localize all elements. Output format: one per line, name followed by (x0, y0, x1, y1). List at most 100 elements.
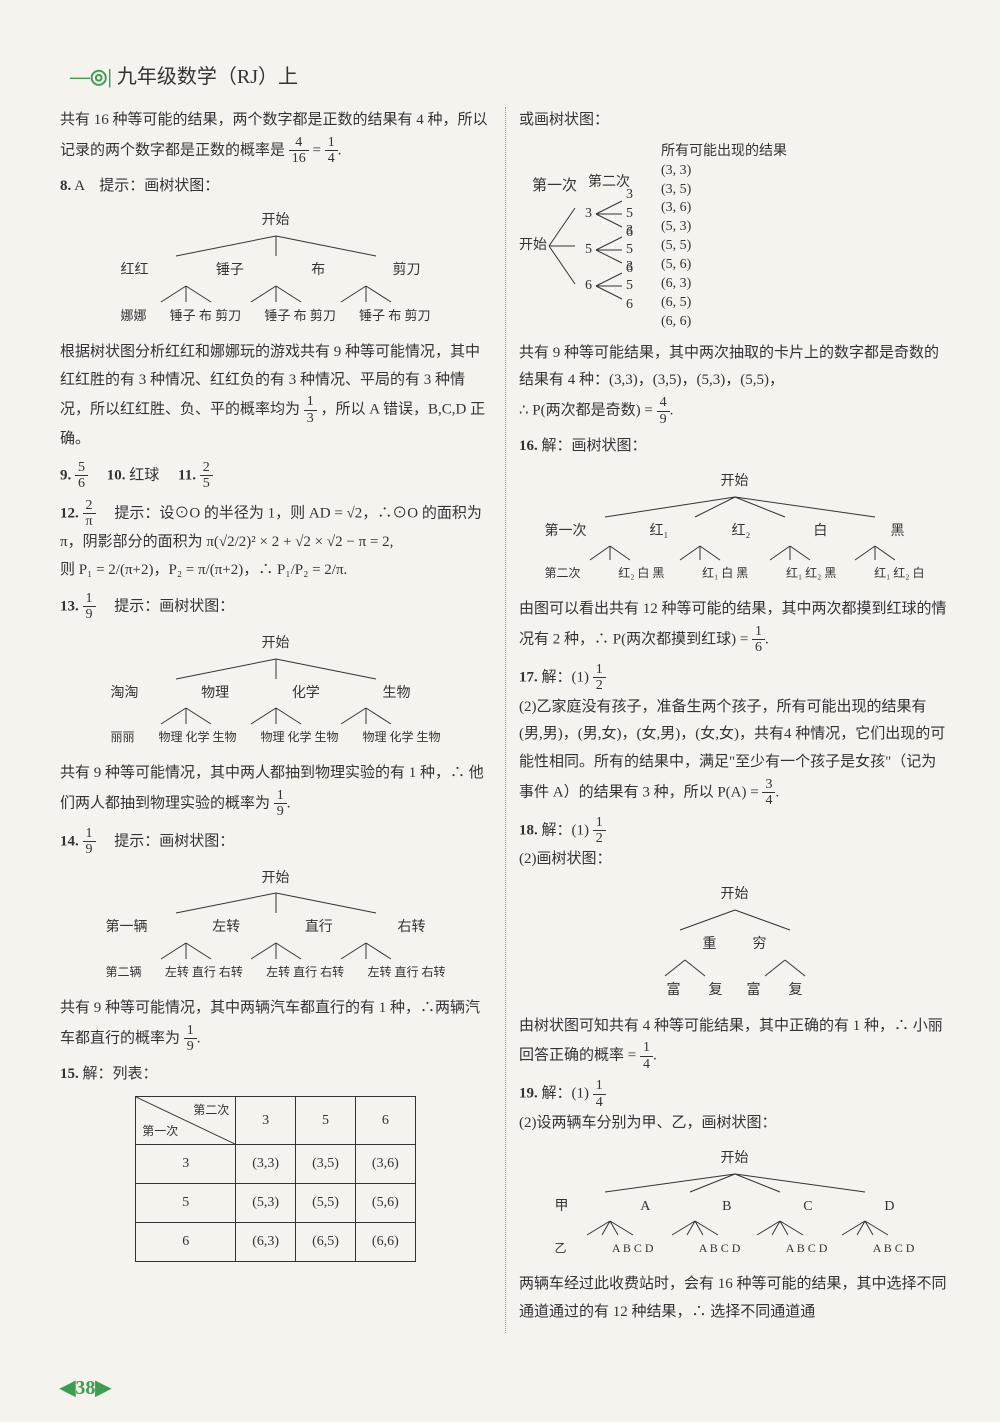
expl1: 共有 9 种等可能结果，其中两次抽取的卡片上的数字都是奇数的结果有 4 种：(3… (519, 345, 939, 389)
tree-branches-icon (592, 197, 626, 231)
question-13: 13. 1 9 提示：画树状图： 开始 淘淘 物理 化学 生物 (60, 591, 491, 820)
frac-den: 9 (184, 1039, 197, 1054)
q18-p1: 解：(1) (542, 822, 590, 838)
q8-tree: 开始 红红 锤子 布 剪刀 娜娜 锤子 布 剪刀 锤子 布 剪刀 锤子 布 剪刀 (60, 208, 491, 331)
res: (6, 3) (661, 275, 787, 294)
q8-l2: 娜娜 锤子 布 剪刀 锤子 布 剪刀 锤子 布 剪刀 (121, 304, 431, 328)
q14-l1: 第一辆 左转 直行 右转 (106, 915, 426, 941)
l2-c: 锤子 布 剪刀 (359, 304, 431, 328)
l2-set: 356 (626, 258, 633, 315)
tree-top: 开始 (121, 208, 431, 234)
q16-num: 16. (519, 438, 538, 454)
l1-prefix: 甲 (555, 1194, 569, 1220)
l2-prefix: 娜娜 (121, 304, 147, 328)
frac-num: 1 (184, 1023, 197, 1039)
arrow-right-icon: ▶ (95, 1377, 110, 1399)
fraction: 1 6 (752, 624, 765, 656)
frac-den: 16 (289, 151, 309, 166)
tree-branches-icon (575, 544, 895, 562)
frac-num: 1 (593, 1078, 606, 1094)
res: (3, 5) (661, 181, 787, 200)
cell: (3,6) (355, 1145, 415, 1184)
q13-l1: 淘淘 物理 化学 生物 (111, 681, 411, 707)
l1-3: 3 (585, 201, 592, 227)
tree-top: 开始 (655, 882, 815, 908)
frac-num: 1 (593, 662, 606, 678)
tree-branches-icon (146, 234, 406, 258)
frac-den: 4 (325, 151, 338, 166)
res: (5, 5) (661, 237, 787, 256)
tree-branches-icon (146, 941, 406, 961)
l1-d: 黑 (890, 519, 904, 545)
fraction: 1 4 (640, 1040, 653, 1072)
l1-c: 剪刀 (392, 258, 420, 284)
cell: (6,5) (296, 1223, 356, 1262)
question-16: 16. 解：画树状图： 开始 第一次 红₁ 红₂ 白 黑 第二次 (519, 433, 950, 656)
q13-num: 13. (60, 598, 79, 614)
diag-header-cell: 第二次 第一次 (136, 1097, 236, 1145)
l1-b: 布 (311, 258, 325, 284)
q18-num: 18. (519, 822, 538, 838)
row-h: 6 (136, 1223, 236, 1262)
frac-den: 4 (593, 1095, 606, 1110)
r-top-tree: 第一次 开始 第二次 3 356 5 (519, 143, 950, 332)
l2-prefix: 第二辆 (106, 961, 142, 983)
tree-top: 开始 (111, 631, 441, 657)
l2-prefix: 第二次 (545, 562, 581, 584)
l2-a: 红₂ 白 黑 (618, 562, 664, 584)
q16-expl: 由图可以看出共有 12 种等可能的结果，其中两次都摸到红球的情况有 2 种，∴ … (519, 601, 947, 647)
tree-branches-icon (146, 891, 406, 915)
cell: (6,6) (355, 1223, 415, 1262)
label-9: 9. (60, 467, 71, 483)
fraction: 1 4 (593, 1078, 606, 1110)
question-14: 14. 1 9 提示：画树状图： 开始 第一辆 左转 直行 右转 (60, 826, 491, 1055)
header-marker: —◎| (70, 66, 112, 88)
l1-prefix: 红红 (121, 258, 149, 284)
l1-a: 红₁ (650, 519, 669, 545)
q14-num: 14. (60, 833, 79, 849)
q14-l2: 第二辆 左转 直行 右转 左转 直行 右转 左转 直行 右转 (106, 961, 446, 983)
frac-den: 5 (200, 476, 213, 491)
table-row: 第二次 第一次 3 5 6 (136, 1097, 415, 1145)
fraction: 1 2 (593, 815, 606, 847)
left-column: 共有 16 种等可能的结果，两个数字都是正数的结果有 4 种，所以记录的两个数字… (60, 107, 491, 1333)
res: (5, 3) (661, 218, 787, 237)
right-column: 或画树状图： 第一次 开始 第二次 3 356 (519, 107, 950, 1333)
tree-branches-icon (146, 706, 406, 726)
question-18: 18. 解：(1) 1 2 (2)画树状图： 开始 重 穷 富 复 (519, 815, 950, 1073)
l1-a: 左转 (212, 915, 240, 941)
fraction: 4 9 (657, 395, 670, 427)
q13-tree: 开始 淘淘 物理 化学 生物 丽丽 物理 化学 生物 物理 化学 生物 物理 化… (60, 631, 491, 753)
page-number: ◀38▶ (60, 1375, 111, 1400)
question-15: 15. 解：列表： 第二次 第一次 3 5 6 3 (3,3) (3,5) (60, 1061, 491, 1262)
frac-den: π (83, 514, 96, 529)
fraction: 3 4 (762, 777, 775, 809)
l1-6: 6 (585, 273, 592, 299)
intro-text: 共有 16 种等可能的结果，两个数字都是正数的结果有 4 种，所以记录的两个数字… (60, 107, 491, 167)
intro-body: 共有 16 种等可能的结果，两个数字都是正数的结果有 4 种，所以记录的两个数字… (60, 112, 488, 158)
page-header: —◎| 九年级数学（RJ）上 (60, 60, 950, 89)
two-column-layout: 共有 16 种等可能的结果，两个数字都是正数的结果有 4 种，所以记录的两个数字… (60, 107, 950, 1333)
frac-num: 1 (83, 826, 96, 842)
results-col: 所有可能出现的结果 (3, 3) (3, 5) (3, 6) (5, 3) (5… (661, 143, 787, 332)
frac-num: 1 (274, 788, 287, 804)
fraction: 1 3 (304, 394, 317, 426)
res: (6, 5) (661, 294, 787, 313)
l1-b: 红₂ (731, 519, 750, 545)
q8-num: 8. (60, 178, 71, 194)
l1-c: C (803, 1194, 812, 1220)
q18-l2: 富 复 富 复 (655, 978, 815, 1004)
l1-a: 锤子 (216, 258, 244, 284)
q19-tree: 开始 甲 A B C D 乙 A B C D A B C D A B C (519, 1146, 950, 1264)
l2-a: 富 复 (667, 978, 723, 1004)
start-label: 开始 (519, 233, 547, 259)
arrow-left-icon: ◀ (60, 1377, 75, 1399)
l1-b: 穷 (753, 932, 767, 958)
header-title: 九年级数学（RJ）上 (117, 66, 298, 88)
tree-branches-icon (592, 233, 626, 267)
frac-num: 2 (200, 460, 213, 476)
q17-num: 17. (519, 669, 538, 685)
tree-branches-icon (655, 958, 815, 978)
q13-hint: 提示：画树状图： (114, 598, 234, 614)
frac-num: 1 (83, 591, 96, 607)
